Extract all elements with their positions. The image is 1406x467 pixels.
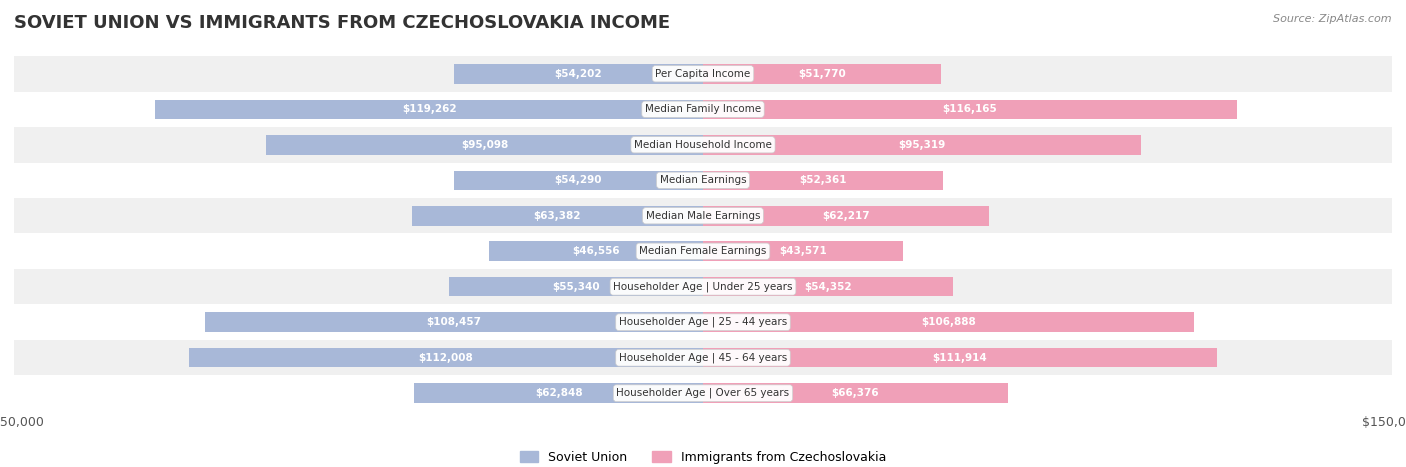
Bar [449,277,703,297]
Bar [14,269,1392,304]
Text: $111,914: $111,914 [932,353,987,363]
Text: Median Family Income: Median Family Income [645,104,761,114]
Text: $54,202: $54,202 [555,69,602,79]
Text: $54,290: $54,290 [554,175,602,185]
Text: Householder Age | 45 - 64 years: Householder Age | 45 - 64 years [619,353,787,363]
Text: Median Earnings: Median Earnings [659,175,747,185]
Bar [415,383,703,403]
Bar [14,198,1392,234]
Bar [703,99,1236,119]
Text: $95,319: $95,319 [898,140,945,150]
Text: Per Capita Income: Per Capita Income [655,69,751,79]
Text: $52,361: $52,361 [800,175,846,185]
Bar [205,312,703,332]
Text: $66,376: $66,376 [831,388,879,398]
Bar [14,340,1392,375]
Bar [266,135,703,155]
Text: $95,098: $95,098 [461,140,508,150]
Text: SOVIET UNION VS IMMIGRANTS FROM CZECHOSLOVAKIA INCOME: SOVIET UNION VS IMMIGRANTS FROM CZECHOSL… [14,14,671,32]
Text: $43,571: $43,571 [779,246,827,256]
Bar [14,163,1392,198]
Text: $62,217: $62,217 [823,211,870,221]
Text: Householder Age | 25 - 44 years: Householder Age | 25 - 44 years [619,317,787,327]
Text: Median Male Earnings: Median Male Earnings [645,211,761,221]
Text: Householder Age | Under 25 years: Householder Age | Under 25 years [613,282,793,292]
Text: $106,888: $106,888 [921,317,976,327]
Text: $119,262: $119,262 [402,104,457,114]
Text: $46,556: $46,556 [572,246,620,256]
Bar [14,234,1392,269]
Text: Median Household Income: Median Household Income [634,140,772,150]
Bar [188,348,703,368]
Text: $51,770: $51,770 [799,69,846,79]
Text: $62,848: $62,848 [534,388,582,398]
Bar [703,135,1140,155]
Text: $55,340: $55,340 [553,282,600,292]
Bar [489,241,703,261]
Bar [703,170,943,190]
Bar [703,277,953,297]
Bar [703,383,1008,403]
Text: $63,382: $63,382 [534,211,581,221]
Bar [703,348,1218,368]
Bar [14,304,1392,340]
Text: Source: ZipAtlas.com: Source: ZipAtlas.com [1274,14,1392,24]
Bar [14,56,1392,92]
Text: Householder Age | Over 65 years: Householder Age | Over 65 years [616,388,790,398]
Bar [14,92,1392,127]
Bar [703,64,941,84]
Text: $108,457: $108,457 [426,317,481,327]
Bar [703,241,903,261]
Bar [703,312,1194,332]
Text: $116,165: $116,165 [942,104,997,114]
Bar [155,99,703,119]
Bar [703,206,988,226]
Text: $54,352: $54,352 [804,282,852,292]
Bar [412,206,703,226]
Bar [14,375,1392,411]
Text: $112,008: $112,008 [419,353,474,363]
Legend: Soviet Union, Immigrants from Czechoslovakia: Soviet Union, Immigrants from Czechoslov… [515,446,891,467]
Bar [454,170,703,190]
Bar [454,64,703,84]
Text: Median Female Earnings: Median Female Earnings [640,246,766,256]
Bar [14,127,1392,163]
